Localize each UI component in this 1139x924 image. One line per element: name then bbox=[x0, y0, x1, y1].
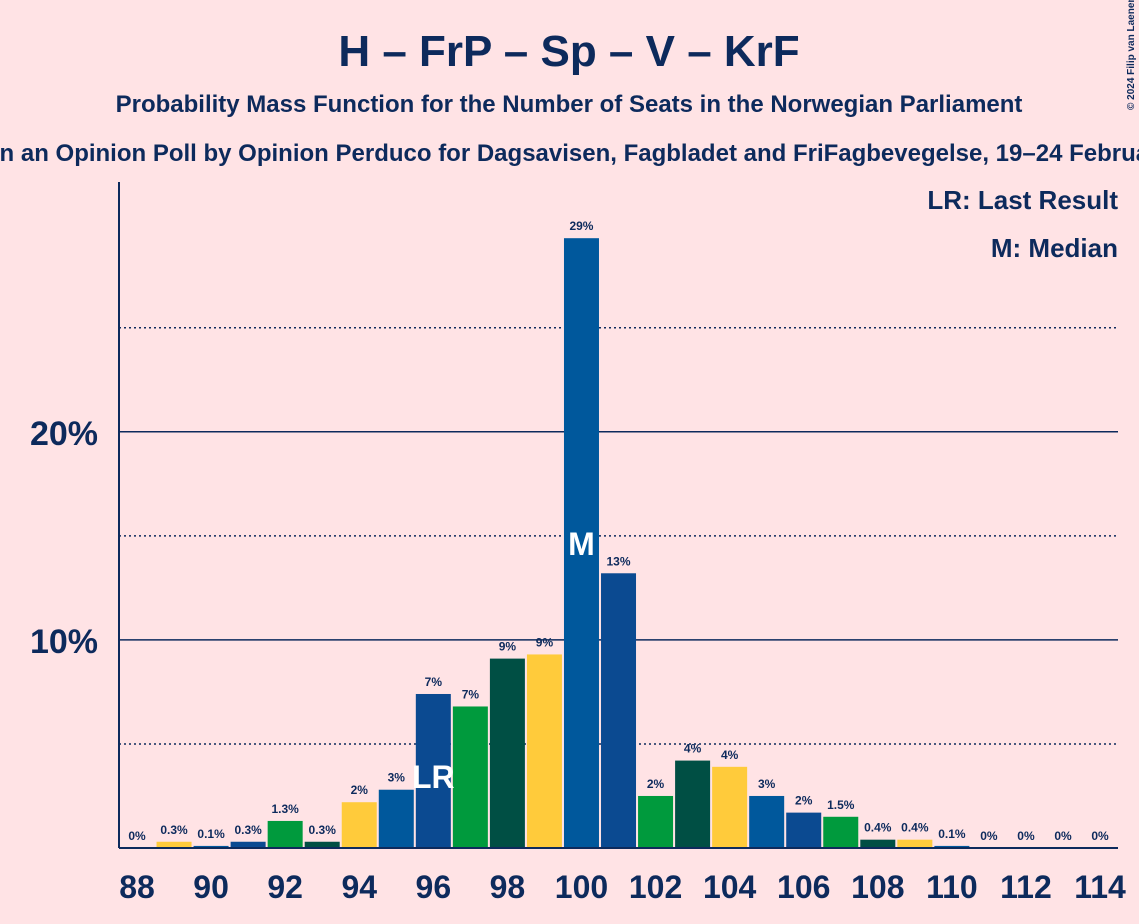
bar bbox=[934, 845, 970, 848]
bar bbox=[897, 839, 933, 848]
bar bbox=[267, 820, 303, 848]
value-label: 9% bbox=[536, 635, 554, 649]
value-label: 1.5% bbox=[827, 798, 855, 812]
x-tick-label: 90 bbox=[193, 869, 229, 905]
legend-entry: M: Median bbox=[991, 233, 1118, 263]
bar bbox=[823, 816, 859, 848]
value-label: 13% bbox=[607, 554, 631, 568]
value-label: 0.3% bbox=[234, 823, 262, 837]
bar bbox=[378, 789, 414, 848]
value-label: 0.4% bbox=[864, 821, 892, 835]
value-label: 0% bbox=[1054, 829, 1072, 843]
bar bbox=[489, 658, 525, 848]
bar bbox=[341, 802, 377, 848]
x-tick-label: 96 bbox=[416, 869, 452, 905]
value-label: 2% bbox=[795, 794, 813, 808]
value-label: 0.1% bbox=[197, 827, 225, 841]
value-label: 2% bbox=[351, 783, 369, 797]
bar bbox=[230, 841, 266, 848]
y-tick-label: 10% bbox=[30, 623, 98, 661]
value-label: 7% bbox=[425, 675, 443, 689]
bar bbox=[193, 845, 229, 848]
value-label: 1.3% bbox=[271, 802, 299, 816]
y-tick-label: 20% bbox=[30, 415, 98, 453]
annotation: M bbox=[568, 526, 595, 562]
chart-caption: Based on an Opinion Poll by Opinion Perd… bbox=[0, 140, 1139, 167]
bar bbox=[156, 841, 192, 848]
bar bbox=[675, 760, 711, 848]
x-tick-label: 108 bbox=[851, 869, 904, 905]
x-tick-label: 112 bbox=[1000, 869, 1052, 905]
bar bbox=[749, 795, 785, 848]
value-label: 2% bbox=[647, 777, 665, 791]
bar bbox=[304, 841, 340, 848]
copyright: © 2024 Filip van Laenen bbox=[1126, 0, 1137, 110]
tick-label-bg bbox=[20, 619, 100, 660]
x-tick-label: 104 bbox=[703, 869, 757, 905]
bar bbox=[601, 573, 637, 848]
annotation: LR bbox=[412, 759, 455, 795]
x-tick-label: 102 bbox=[629, 869, 682, 905]
value-label: 0% bbox=[1017, 829, 1035, 843]
value-label: 0.3% bbox=[160, 823, 188, 837]
chart-subtitle: Probability Mass Function for the Number… bbox=[116, 91, 1023, 118]
bar bbox=[452, 706, 488, 848]
x-tick-label: 94 bbox=[341, 869, 377, 905]
value-label: 0% bbox=[1091, 829, 1109, 843]
value-label: 3% bbox=[758, 777, 776, 791]
value-label: 4% bbox=[721, 748, 739, 762]
bar bbox=[712, 766, 748, 848]
value-label: 0.1% bbox=[938, 827, 966, 841]
value-label: 0.3% bbox=[309, 823, 337, 837]
x-tick-label: 98 bbox=[490, 869, 526, 905]
bar bbox=[638, 795, 674, 848]
value-label: 29% bbox=[569, 219, 593, 233]
value-label: 3% bbox=[388, 771, 406, 785]
bar bbox=[786, 812, 822, 848]
bar bbox=[415, 693, 451, 848]
value-label: 9% bbox=[499, 640, 517, 654]
tick-label-bg bbox=[20, 411, 100, 452]
bar bbox=[563, 238, 599, 849]
bar bbox=[860, 839, 896, 848]
chart-title: H – FrP – Sp – V – KrF bbox=[338, 27, 799, 76]
legend-entry: LR: Last Result bbox=[927, 185, 1118, 215]
x-tick-label: 106 bbox=[777, 869, 830, 905]
value-label: 0% bbox=[980, 829, 998, 843]
x-tick-label: 110 bbox=[926, 869, 978, 905]
x-tick-label: 88 bbox=[119, 869, 155, 905]
value-label: 4% bbox=[684, 742, 702, 756]
x-tick-label: 114 bbox=[1074, 869, 1126, 905]
x-tick-label: 100 bbox=[555, 869, 608, 905]
value-label: 7% bbox=[462, 687, 480, 701]
bar bbox=[526, 654, 562, 848]
value-label: 0.4% bbox=[901, 821, 929, 835]
x-tick-label: 92 bbox=[267, 869, 303, 905]
value-label: 0% bbox=[128, 829, 146, 843]
